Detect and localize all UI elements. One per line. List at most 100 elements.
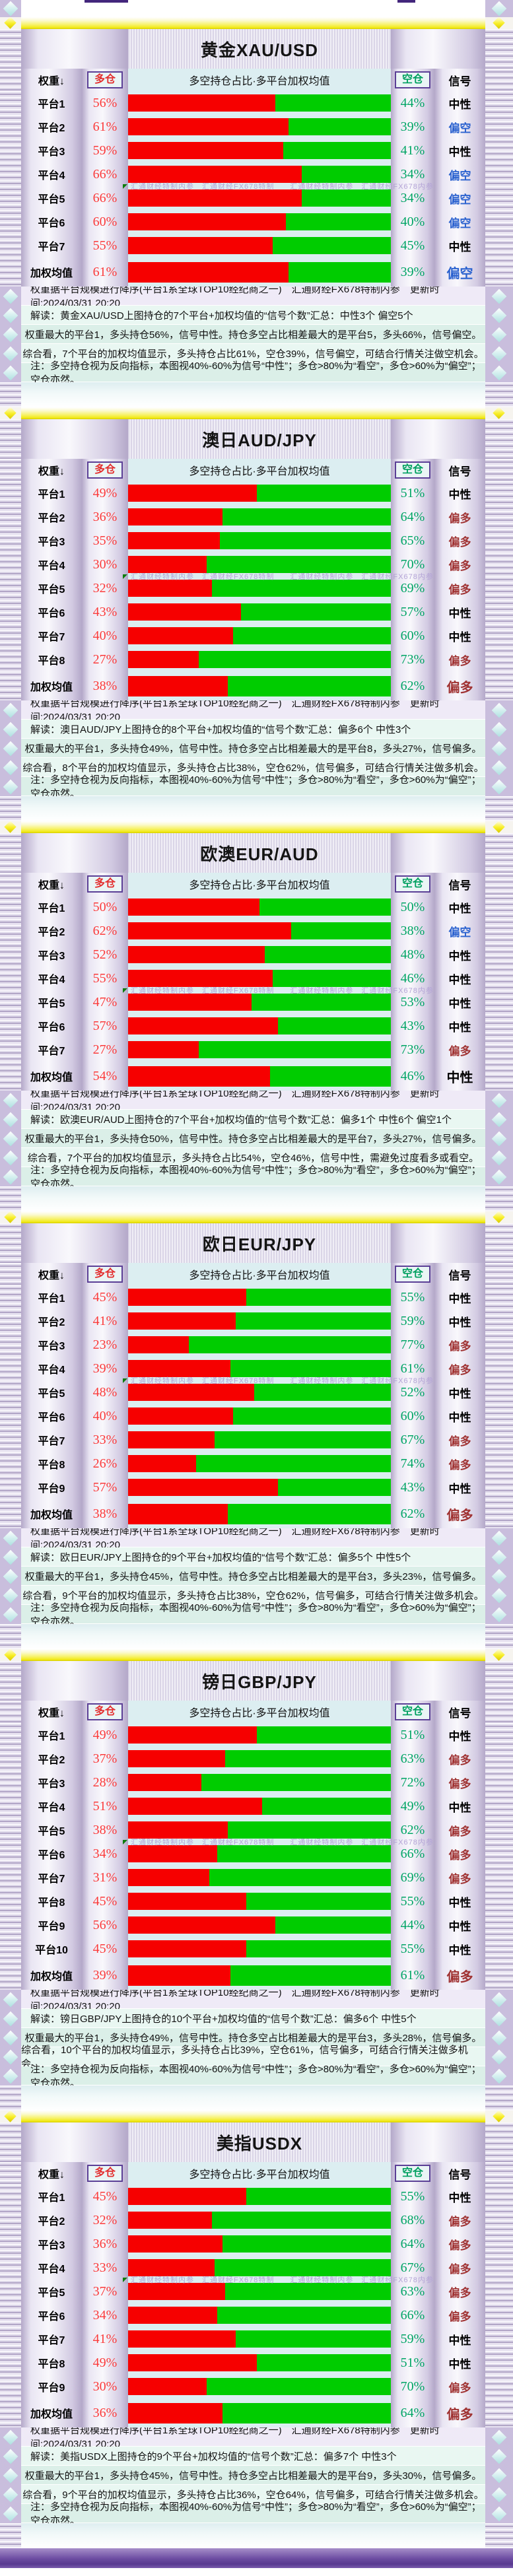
footer-line-note: 注：多空持仓视为反向指标，本图视40%-60%为信号“中性”；多仓>80%为“看… [0, 2064, 513, 2089]
platform-label: 平台8 [21, 648, 82, 671]
footer-line-source: 权重据平台规模进行降序(平台1系全球TOP10经纪商之一) 汇通财经FX678特… [0, 698, 513, 723]
short-percent: 69% [391, 1866, 434, 1889]
sentiment-bar [128, 1940, 391, 1957]
long-bar-segment [128, 1774, 202, 1791]
title-band: 欧日EUR/JPY [0, 1223, 513, 1263]
signal-label: 中性 [434, 139, 485, 162]
rows: 平台1 45% 55% 中性 平台2 41% 59% 中性 平台3 23% 77% 偏多 平台4 39% 6… [0, 1285, 513, 1528]
gap-middle [21, 1186, 485, 1211]
footer-line-interpretation: 解读：欧澳EUR/AUD上图持仓的7个平台+加权均值的“信号个数”汇总：偏多1个… [0, 1110, 513, 1129]
footer-line-note: 注：多空持仓视为反向指标，本图视40%-60%为信号“中性”；多仓>80%为“看… [0, 360, 513, 386]
short-percent: 72% [391, 1771, 434, 1794]
short-percent: 38% [391, 919, 434, 943]
left-gutter [0, 162, 21, 186]
sentiment-bar-cell [128, 162, 391, 186]
sentiment-bar-cell [128, 2232, 391, 2256]
sentiment-bar [128, 1916, 391, 1934]
short-bar-segment [288, 261, 391, 283]
short-bar-segment [188, 1336, 391, 1353]
platform-label: 平台7 [21, 1866, 82, 1889]
long-percent: 61% [82, 257, 128, 287]
sentiment-bar-cell [128, 1380, 391, 1404]
left-gutter-ornament [0, 2466, 21, 2485]
long-percent: 47% [82, 990, 128, 1014]
sentiment-bar-cell [128, 1404, 391, 1428]
left-gutter [0, 1263, 21, 1285]
long-percent: 40% [82, 624, 128, 648]
sentiment-bar-cell [128, 648, 391, 671]
left-gutter [0, 1062, 21, 1091]
separator-bar [21, 821, 485, 833]
short-percent: 73% [391, 648, 434, 671]
left-gutter-ornament [0, 344, 21, 363]
platform-label: 平台2 [21, 505, 82, 529]
short-bar-segment [233, 1407, 391, 1425]
left-gutter [0, 1357, 21, 1380]
long-bar-segment [128, 603, 242, 621]
platform-label: 平台6 [21, 1842, 82, 1866]
long-percent: 37% [82, 1747, 128, 1771]
long-bar-segment [128, 2188, 247, 2205]
long-percent: 45% [82, 1937, 128, 1961]
sentiment-bar [128, 1041, 391, 1058]
short-bar-segment [207, 556, 391, 573]
left-gutter [0, 1701, 21, 1723]
short-bar-segment [228, 1821, 391, 1839]
signal-label: 中性 [434, 624, 485, 648]
left-gutter [0, 1186, 21, 1211]
right-gutter [485, 600, 513, 624]
footer-line-interpretation: 解读：欧日EUR/JPY上图持仓的9个平台+加权均值的“信号个数”汇总：偏多5个… [0, 1547, 513, 1567]
platform-row: 平台5 32% 69% 偏多 [0, 576, 513, 600]
sentiment-bar [128, 922, 391, 939]
long-bar-segment [128, 1798, 262, 1815]
right-gutter-ornament [485, 1129, 513, 1148]
footer-line-interpretation: 解读：镑日GBP/JPY上图持仓的10个平台+加权均值的“信号个数”汇总：偏多6… [0, 2009, 513, 2028]
left-gutter [0, 2232, 21, 2256]
weighted-row: 加权均值 38% 62% 偏多 [0, 671, 513, 700]
short-percent: 77% [391, 1333, 434, 1357]
short-header-cell: 空仓 [391, 873, 434, 895]
sentiment-bar [128, 1774, 391, 1791]
pair-title: 澳日AUD/JPY [202, 430, 317, 450]
footer-note: 注：多空持仓视为反向指标，本图视40%-60%为信号“中性”；多仓>80%为“看… [21, 774, 485, 799]
short-header-box: 空仓 [394, 1266, 430, 1283]
sentiment-bar-cell [128, 919, 391, 943]
left-gutter [0, 2351, 21, 2375]
signal-label: 中性 [434, 1062, 485, 1091]
left-gutter [0, 257, 21, 287]
short-percent: 51% [391, 481, 434, 505]
pair-title: 镑日GBP/JPY [202, 1672, 317, 1692]
short-header-box: 空仓 [394, 2165, 430, 2182]
pair-panel: 黄金XAU/USD 权重↓ 多仓 多空持仓占比·多平台加权均值 空仓 信号 平台… [0, 17, 513, 407]
sentiment-bar-cell [128, 1961, 391, 1990]
footer-interpretation: 解读：澳日AUD/JPY上图持仓的8个平台+加权均值的“信号个数”汇总：偏多6个… [21, 720, 485, 739]
long-bar-segment [128, 556, 207, 573]
panel-bottom-gap [0, 796, 513, 821]
long-bar-segment [128, 1503, 228, 1524]
signal-label: 中性 [434, 1380, 485, 1404]
right-gutter-ornament [485, 821, 513, 833]
short-percent: 55% [391, 1889, 434, 1913]
sentiment-bar-cell [128, 1038, 391, 1062]
table-header: 权重↓ 多仓 多空持仓占比·多平台加权均值 空仓 信号 [0, 1701, 513, 1723]
footer-note: 注：多空持仓视为反向指标，本图视40%-60%为信号“中性”；多仓>80%为“看… [21, 1602, 485, 1627]
sentiment-bar-cell [128, 1475, 391, 1499]
short-bar-segment [269, 1066, 391, 1087]
long-percent: 49% [82, 481, 128, 505]
right-gutter [485, 624, 513, 648]
long-percent: 52% [82, 943, 128, 966]
left-gutter [0, 1842, 21, 1866]
table-header: 权重↓ 多仓 多空持仓占比·多平台加权均值 空仓 信号 [0, 873, 513, 895]
sentiment-bar-cell [128, 1452, 391, 1475]
short-header-box: 空仓 [394, 461, 430, 479]
platform-label: 平台5 [21, 576, 82, 600]
long-percent: 37% [82, 2280, 128, 2303]
right-gutter [485, 162, 513, 186]
left-gutter [0, 624, 21, 648]
short-bar-segment [230, 1360, 391, 1377]
long-bar-segment [128, 1821, 228, 1839]
right-gutter-ornament [485, 1649, 513, 1661]
right-gutter [485, 1818, 513, 1842]
sentiment-bar-cell [128, 1842, 391, 1866]
long-percent: 56% [82, 1913, 128, 1937]
